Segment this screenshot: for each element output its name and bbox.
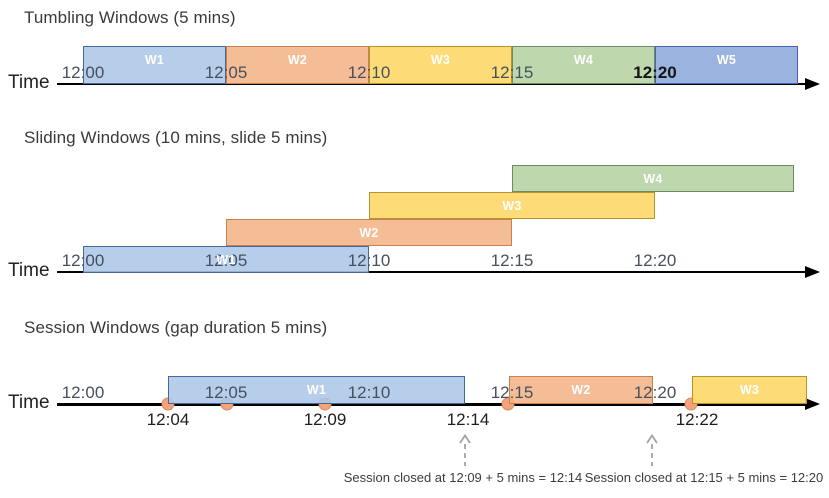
axis-tick-1200: 12:00 (61, 63, 105, 82)
window-bar-w3 (369, 192, 655, 219)
sliding-section-title: Sliding Windows (10 mins, slide 5 mins) (24, 128, 328, 147)
session-close-arrow-icon (645, 433, 659, 472)
axis-tick-1210: 12:10 (347, 383, 391, 402)
axis-tick-1205: 12:05 (204, 383, 248, 402)
window-label-w2: W2 (571, 383, 591, 397)
time-axis-line (57, 402, 807, 406)
time-axis-arrowhead-icon (805, 265, 820, 278)
axis-tick-1215: 12:15 (490, 63, 534, 82)
axis-tick-1200: 12:00 (61, 251, 105, 270)
axis-tick-1205: 12:05 (204, 251, 248, 270)
window-bar-w5 (655, 46, 798, 84)
axis-tick-1200: 12:00 (61, 383, 105, 402)
window-bar-w1 (83, 246, 369, 273)
window-label-w5: W5 (716, 53, 737, 67)
time-axis-label: Time (8, 260, 50, 281)
window-label-w1: W1 (306, 383, 327, 397)
time-axis-arrowhead-icon (805, 397, 820, 410)
axis-tick-1210: 12:10 (347, 63, 391, 82)
event-time-label-1222: 12:22 (675, 410, 719, 429)
tumbling-section-title: Tumbling Windows (5 mins) (24, 8, 236, 27)
window-bar-w1 (168, 376, 465, 404)
window-label-w2: W2 (287, 53, 308, 67)
window-bar-w2 (226, 219, 512, 246)
window-label-w1: W1 (144, 53, 165, 67)
window-label-w3: W3 (430, 53, 451, 67)
window-bar-w3 (692, 376, 807, 404)
time-axis-label: Time (8, 392, 50, 413)
axis-tick-1220: 12:20 (633, 383, 677, 402)
session-close-arrow-icon (458, 433, 472, 472)
window-label-w4: W4 (573, 53, 594, 67)
axis-tick-1220: 12:20 (633, 251, 677, 270)
time-axis-line (57, 83, 807, 85)
window-label-w3: W3 (739, 383, 760, 397)
window-label-w1: W1 (216, 252, 236, 267)
time-axis-label: Time (8, 72, 50, 93)
time-axis-arrowhead-icon (805, 77, 820, 90)
axis-tick-1215: 12:15 (490, 383, 534, 402)
time-axis-line (57, 271, 807, 273)
event-time-label-1204: 12:04 (146, 410, 190, 429)
window-label-w3: W3 (502, 198, 522, 213)
event-time-label-1209: 12:09 (303, 410, 347, 429)
window-bar-w4 (512, 165, 794, 192)
window-bar-w2 (226, 46, 369, 84)
window-bar-w3 (369, 46, 512, 84)
window-bar-w1 (83, 46, 226, 84)
axis-tick-1210: 12:10 (347, 251, 391, 270)
event-time-label-1214: 12:14 (446, 410, 490, 429)
window-bar-w2 (509, 376, 653, 404)
axis-tick-1205: 12:05 (204, 63, 248, 82)
axis-tick-1220: 12:20 (633, 63, 677, 82)
window-bar-w4 (512, 46, 655, 84)
session-close-annotation-2: Session closed at 12:15 + 5 mins = 12:20 (584, 470, 824, 485)
session-section-title: Session Windows (gap duration 5 mins) (24, 318, 328, 337)
axis-tick-1215: 12:15 (490, 251, 534, 270)
window-label-w4: W4 (643, 171, 663, 186)
window-label-w2: W2 (359, 225, 379, 240)
session-close-annotation-1: Session closed at 12:09 + 5 mins = 12:14 (343, 470, 583, 485)
